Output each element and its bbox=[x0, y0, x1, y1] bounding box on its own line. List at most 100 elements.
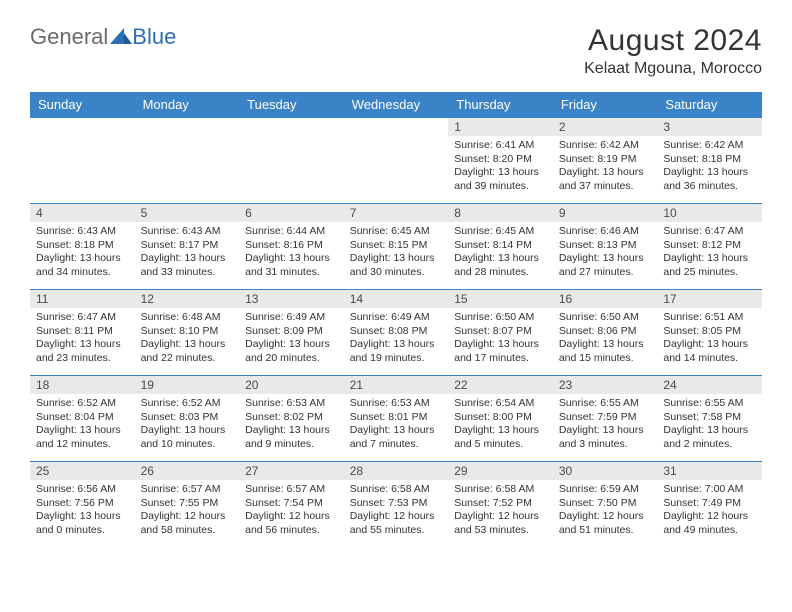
calendar-day-cell: 17Sunrise: 6:51 AMSunset: 8:05 PMDayligh… bbox=[657, 290, 762, 376]
calendar-day-cell: 22Sunrise: 6:54 AMSunset: 8:00 PMDayligh… bbox=[448, 376, 553, 462]
day-number: 26 bbox=[135, 462, 240, 480]
sunrise-line: Sunrise: 6:47 AM bbox=[36, 311, 129, 325]
daylight-line: Daylight: 13 hours and 9 minutes. bbox=[245, 424, 338, 451]
weekday-header: Saturday bbox=[657, 92, 762, 118]
sunset-line: Sunset: 8:00 PM bbox=[454, 411, 547, 425]
sunrise-line: Sunrise: 6:43 AM bbox=[141, 225, 234, 239]
calendar-day-cell: 6Sunrise: 6:44 AMSunset: 8:16 PMDaylight… bbox=[239, 204, 344, 290]
weekday-header: Friday bbox=[553, 92, 658, 118]
day-info: Sunrise: 6:47 AMSunset: 8:12 PMDaylight:… bbox=[657, 222, 762, 284]
sunset-line: Sunset: 7:52 PM bbox=[454, 497, 547, 511]
daylight-line: Daylight: 13 hours and 17 minutes. bbox=[454, 338, 547, 365]
daylight-line: Daylight: 13 hours and 34 minutes. bbox=[36, 252, 129, 279]
sunrise-line: Sunrise: 6:46 AM bbox=[559, 225, 652, 239]
daylight-line: Daylight: 12 hours and 55 minutes. bbox=[350, 510, 443, 537]
sunset-line: Sunset: 7:58 PM bbox=[663, 411, 756, 425]
sunrise-line: Sunrise: 6:58 AM bbox=[350, 483, 443, 497]
calendar-day-cell: 5Sunrise: 6:43 AMSunset: 8:17 PMDaylight… bbox=[135, 204, 240, 290]
day-info: Sunrise: 6:57 AMSunset: 7:54 PMDaylight:… bbox=[239, 480, 344, 542]
sunset-line: Sunset: 8:02 PM bbox=[245, 411, 338, 425]
sunset-line: Sunset: 8:17 PM bbox=[141, 239, 234, 253]
calendar-day-cell: 19Sunrise: 6:52 AMSunset: 8:03 PMDayligh… bbox=[135, 376, 240, 462]
day-number: 28 bbox=[344, 462, 449, 480]
day-number: 29 bbox=[448, 462, 553, 480]
day-number: 7 bbox=[344, 204, 449, 222]
calendar-day-cell: 25Sunrise: 6:56 AMSunset: 7:56 PMDayligh… bbox=[30, 462, 135, 548]
sunrise-line: Sunrise: 7:00 AM bbox=[663, 483, 756, 497]
day-info: Sunrise: 6:58 AMSunset: 7:53 PMDaylight:… bbox=[344, 480, 449, 542]
sunrise-line: Sunrise: 6:57 AM bbox=[245, 483, 338, 497]
calendar-day-cell: 2Sunrise: 6:42 AMSunset: 8:19 PMDaylight… bbox=[553, 118, 658, 204]
daylight-line: Daylight: 13 hours and 7 minutes. bbox=[350, 424, 443, 451]
sunrise-line: Sunrise: 6:42 AM bbox=[663, 139, 756, 153]
day-info: Sunrise: 6:55 AMSunset: 7:59 PMDaylight:… bbox=[553, 394, 658, 456]
day-number: 23 bbox=[553, 376, 658, 394]
sunset-line: Sunset: 8:06 PM bbox=[559, 325, 652, 339]
day-number: 22 bbox=[448, 376, 553, 394]
daylight-line: Daylight: 13 hours and 25 minutes. bbox=[663, 252, 756, 279]
day-number: 13 bbox=[239, 290, 344, 308]
sunset-line: Sunset: 8:18 PM bbox=[36, 239, 129, 253]
day-number: 11 bbox=[30, 290, 135, 308]
calendar-day-cell: 8Sunrise: 6:45 AMSunset: 8:14 PMDaylight… bbox=[448, 204, 553, 290]
day-number: 18 bbox=[30, 376, 135, 394]
calendar-day-cell: 28Sunrise: 6:58 AMSunset: 7:53 PMDayligh… bbox=[344, 462, 449, 548]
sunrise-line: Sunrise: 6:54 AM bbox=[454, 397, 547, 411]
sunrise-line: Sunrise: 6:44 AM bbox=[245, 225, 338, 239]
calendar-day-cell: 9Sunrise: 6:46 AMSunset: 8:13 PMDaylight… bbox=[553, 204, 658, 290]
sunset-line: Sunset: 8:10 PM bbox=[141, 325, 234, 339]
sunrise-line: Sunrise: 6:42 AM bbox=[559, 139, 652, 153]
day-number: 2 bbox=[553, 118, 658, 136]
logo-triangle-icon bbox=[110, 28, 132, 46]
calendar-day-cell: 13Sunrise: 6:49 AMSunset: 8:09 PMDayligh… bbox=[239, 290, 344, 376]
day-info: Sunrise: 6:45 AMSunset: 8:15 PMDaylight:… bbox=[344, 222, 449, 284]
sunset-line: Sunset: 8:05 PM bbox=[663, 325, 756, 339]
calendar-week-row: 18Sunrise: 6:52 AMSunset: 8:04 PMDayligh… bbox=[30, 376, 762, 462]
day-info: Sunrise: 6:46 AMSunset: 8:13 PMDaylight:… bbox=[553, 222, 658, 284]
sunrise-line: Sunrise: 6:45 AM bbox=[454, 225, 547, 239]
calendar-day-cell: 7Sunrise: 6:45 AMSunset: 8:15 PMDaylight… bbox=[344, 204, 449, 290]
day-info: Sunrise: 6:43 AMSunset: 8:18 PMDaylight:… bbox=[30, 222, 135, 284]
day-info: Sunrise: 6:47 AMSunset: 8:11 PMDaylight:… bbox=[30, 308, 135, 370]
calendar-day-cell: 30Sunrise: 6:59 AMSunset: 7:50 PMDayligh… bbox=[553, 462, 658, 548]
day-info: Sunrise: 6:44 AMSunset: 8:16 PMDaylight:… bbox=[239, 222, 344, 284]
sunrise-line: Sunrise: 6:59 AM bbox=[559, 483, 652, 497]
sunset-line: Sunset: 7:49 PM bbox=[663, 497, 756, 511]
sunset-line: Sunset: 7:55 PM bbox=[141, 497, 234, 511]
day-info: Sunrise: 6:53 AMSunset: 8:02 PMDaylight:… bbox=[239, 394, 344, 456]
daylight-line: Daylight: 13 hours and 37 minutes. bbox=[559, 166, 652, 193]
day-number: 21 bbox=[344, 376, 449, 394]
calendar-day-cell: 26Sunrise: 6:57 AMSunset: 7:55 PMDayligh… bbox=[135, 462, 240, 548]
sunrise-line: Sunrise: 6:50 AM bbox=[559, 311, 652, 325]
day-number: 3 bbox=[657, 118, 762, 136]
calendar-week-row: 1Sunrise: 6:41 AMSunset: 8:20 PMDaylight… bbox=[30, 118, 762, 204]
sunrise-line: Sunrise: 6:49 AM bbox=[350, 311, 443, 325]
logo-text-general: General bbox=[30, 24, 108, 50]
day-number: 27 bbox=[239, 462, 344, 480]
daylight-line: Daylight: 13 hours and 10 minutes. bbox=[141, 424, 234, 451]
calendar-day-cell bbox=[30, 118, 135, 204]
day-number: 30 bbox=[553, 462, 658, 480]
sunset-line: Sunset: 8:04 PM bbox=[36, 411, 129, 425]
calendar-day-cell: 23Sunrise: 6:55 AMSunset: 7:59 PMDayligh… bbox=[553, 376, 658, 462]
sunrise-line: Sunrise: 6:47 AM bbox=[663, 225, 756, 239]
sunrise-line: Sunrise: 6:43 AM bbox=[36, 225, 129, 239]
day-info: Sunrise: 6:54 AMSunset: 8:00 PMDaylight:… bbox=[448, 394, 553, 456]
sunset-line: Sunset: 7:53 PM bbox=[350, 497, 443, 511]
logo-text-blue: Blue bbox=[132, 24, 176, 50]
calendar-day-cell: 12Sunrise: 6:48 AMSunset: 8:10 PMDayligh… bbox=[135, 290, 240, 376]
calendar-day-cell: 27Sunrise: 6:57 AMSunset: 7:54 PMDayligh… bbox=[239, 462, 344, 548]
daylight-line: Daylight: 13 hours and 19 minutes. bbox=[350, 338, 443, 365]
day-info: Sunrise: 6:55 AMSunset: 7:58 PMDaylight:… bbox=[657, 394, 762, 456]
daylight-line: Daylight: 13 hours and 20 minutes. bbox=[245, 338, 338, 365]
calendar-day-cell: 20Sunrise: 6:53 AMSunset: 8:02 PMDayligh… bbox=[239, 376, 344, 462]
sunset-line: Sunset: 8:18 PM bbox=[663, 153, 756, 167]
daylight-line: Daylight: 13 hours and 22 minutes. bbox=[141, 338, 234, 365]
calendar-day-cell: 14Sunrise: 6:49 AMSunset: 8:08 PMDayligh… bbox=[344, 290, 449, 376]
title-block: August 2024 Kelaat Mgouna, Morocco bbox=[584, 24, 762, 78]
daylight-line: Daylight: 13 hours and 2 minutes. bbox=[663, 424, 756, 451]
day-number: 14 bbox=[344, 290, 449, 308]
calendar-week-row: 11Sunrise: 6:47 AMSunset: 8:11 PMDayligh… bbox=[30, 290, 762, 376]
sunrise-line: Sunrise: 6:49 AM bbox=[245, 311, 338, 325]
day-number: 31 bbox=[657, 462, 762, 480]
